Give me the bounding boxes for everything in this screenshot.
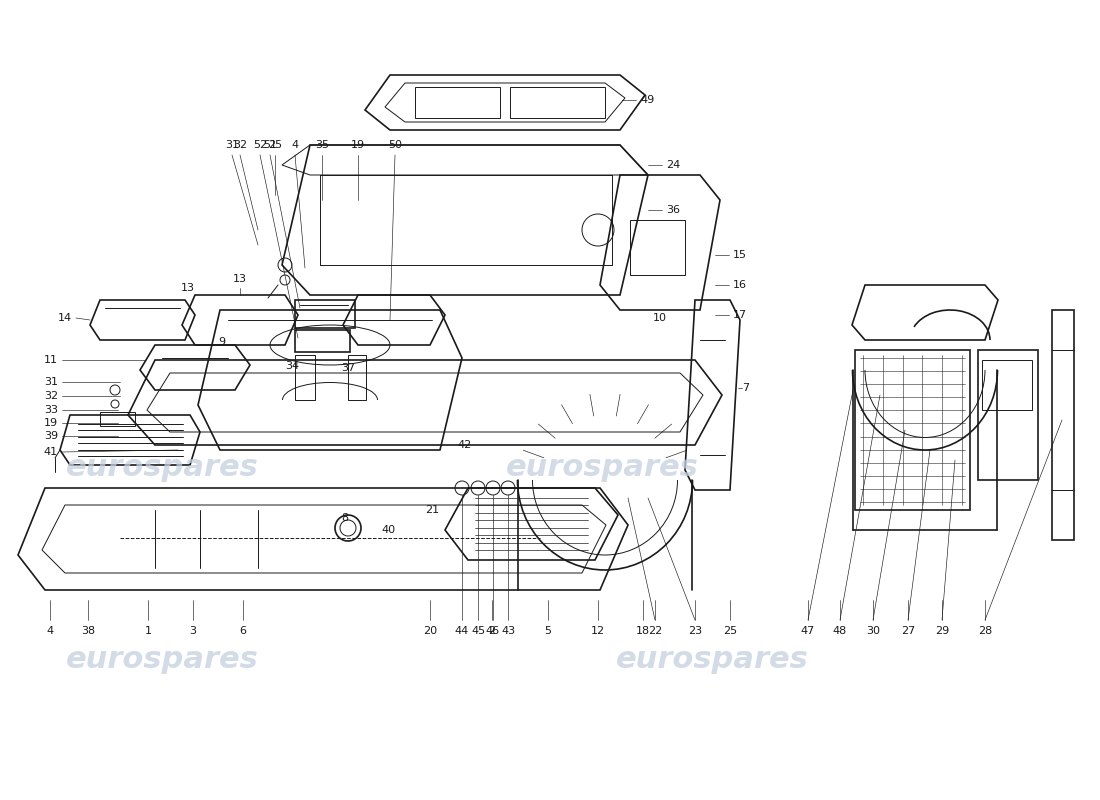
Text: 38: 38 bbox=[81, 626, 95, 636]
Text: 41: 41 bbox=[44, 447, 58, 457]
Text: 20: 20 bbox=[422, 626, 437, 636]
Text: 35: 35 bbox=[315, 140, 329, 150]
Text: 6: 6 bbox=[240, 626, 246, 636]
Text: 7: 7 bbox=[742, 383, 749, 393]
Text: 2: 2 bbox=[488, 626, 496, 636]
Text: 47: 47 bbox=[801, 626, 815, 636]
Text: 11: 11 bbox=[44, 355, 58, 365]
Text: 14: 14 bbox=[58, 313, 72, 323]
Text: 19: 19 bbox=[44, 418, 58, 428]
Text: 4: 4 bbox=[292, 140, 298, 150]
Text: 13: 13 bbox=[233, 274, 248, 284]
Text: 25: 25 bbox=[268, 140, 282, 150]
Text: 13: 13 bbox=[182, 283, 195, 293]
Text: 40: 40 bbox=[381, 525, 395, 535]
Text: 1: 1 bbox=[144, 626, 152, 636]
Text: 21: 21 bbox=[425, 505, 439, 515]
Text: 18: 18 bbox=[636, 626, 650, 636]
Text: 52: 52 bbox=[253, 140, 267, 150]
Bar bbox=[630, 220, 685, 275]
Text: eurospares: eurospares bbox=[66, 646, 258, 674]
Text: 16: 16 bbox=[733, 280, 747, 290]
Text: 44: 44 bbox=[455, 626, 469, 636]
Text: 23: 23 bbox=[688, 626, 702, 636]
Text: 15: 15 bbox=[733, 250, 747, 260]
Text: 24: 24 bbox=[666, 160, 680, 170]
Text: 49: 49 bbox=[640, 95, 654, 105]
Bar bbox=[982, 360, 1032, 410]
Bar bbox=[855, 350, 970, 510]
Text: 28: 28 bbox=[978, 626, 992, 636]
Text: 31: 31 bbox=[226, 140, 239, 150]
Text: 3: 3 bbox=[189, 626, 197, 636]
Text: 4: 4 bbox=[46, 626, 54, 636]
Text: 9: 9 bbox=[219, 337, 225, 347]
Text: 31: 31 bbox=[44, 377, 58, 387]
Text: 45: 45 bbox=[471, 626, 485, 636]
Text: 22: 22 bbox=[648, 626, 662, 636]
Text: 5: 5 bbox=[544, 626, 551, 636]
Text: 19: 19 bbox=[351, 140, 365, 150]
Bar bbox=[978, 350, 1038, 480]
Text: 25: 25 bbox=[723, 626, 737, 636]
Text: 48: 48 bbox=[833, 626, 847, 636]
Text: 8: 8 bbox=[341, 513, 349, 523]
Text: 34: 34 bbox=[285, 361, 299, 371]
Text: 42: 42 bbox=[458, 440, 472, 450]
Text: 10: 10 bbox=[653, 313, 667, 323]
Text: 12: 12 bbox=[591, 626, 605, 636]
Text: 17: 17 bbox=[733, 310, 747, 320]
Text: 43: 43 bbox=[500, 626, 515, 636]
Text: 30: 30 bbox=[866, 626, 880, 636]
Text: eurospares: eurospares bbox=[616, 646, 808, 674]
Text: 33: 33 bbox=[44, 405, 58, 415]
Text: 29: 29 bbox=[935, 626, 949, 636]
Text: 36: 36 bbox=[666, 205, 680, 215]
Text: eurospares: eurospares bbox=[506, 454, 698, 482]
Text: 37: 37 bbox=[341, 363, 355, 373]
Text: 32: 32 bbox=[233, 140, 248, 150]
Bar bbox=[1052, 310, 1074, 540]
Text: 50: 50 bbox=[388, 140, 401, 150]
Text: 27: 27 bbox=[901, 626, 915, 636]
Bar bbox=[295, 330, 350, 352]
Text: 46: 46 bbox=[486, 626, 500, 636]
Text: 51: 51 bbox=[263, 140, 277, 150]
Bar bbox=[348, 355, 366, 400]
Bar bbox=[295, 300, 355, 328]
Text: 32: 32 bbox=[44, 391, 58, 401]
Text: 39: 39 bbox=[44, 431, 58, 441]
Bar bbox=[100, 412, 135, 426]
Bar bbox=[295, 355, 315, 400]
Bar bbox=[510, 87, 605, 118]
Bar bbox=[415, 87, 500, 118]
Text: eurospares: eurospares bbox=[66, 454, 258, 482]
